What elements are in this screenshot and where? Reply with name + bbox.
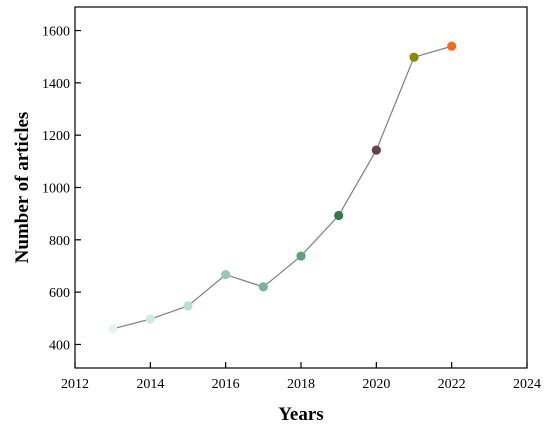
data-point xyxy=(108,324,118,334)
y-tick-label: 1000 xyxy=(42,182,70,197)
y-tick-label: 600 xyxy=(49,286,70,301)
x-tick-label: 2016 xyxy=(212,377,240,392)
axis-ticks xyxy=(74,29,528,368)
plot-frame xyxy=(74,6,528,369)
data-point xyxy=(371,145,381,155)
y-tick-label: 1400 xyxy=(42,77,70,92)
y-tick-label: 400 xyxy=(49,338,70,353)
data-point xyxy=(447,41,457,51)
y-tick-label: 800 xyxy=(49,234,70,249)
data-point xyxy=(183,301,193,311)
x-axis-title: Years xyxy=(278,404,323,425)
data-point xyxy=(334,210,344,221)
data-point xyxy=(145,314,155,324)
y-axis-title: Number of articles xyxy=(12,112,33,264)
data-point xyxy=(258,282,268,292)
data-points xyxy=(108,41,457,334)
data-point xyxy=(221,270,231,280)
axis-tick-labels: 2012 2014 2016 2018 2020 2022 2024 400 600 800 100… xyxy=(42,25,541,392)
y-tick-label: 1600 xyxy=(42,25,70,40)
x-tick-label: 2018 xyxy=(287,377,315,392)
x-tick-label: 2024 xyxy=(513,377,541,392)
series-line xyxy=(112,45,452,330)
x-tick-label: 2020 xyxy=(362,377,390,392)
x-tick-label: 2014 xyxy=(136,377,164,392)
data-point xyxy=(296,251,306,261)
y-tick-label: 1200 xyxy=(42,129,70,144)
data-point xyxy=(409,52,419,62)
x-tick-label: 2012 xyxy=(61,377,89,392)
x-tick-label: 2022 xyxy=(438,377,466,392)
